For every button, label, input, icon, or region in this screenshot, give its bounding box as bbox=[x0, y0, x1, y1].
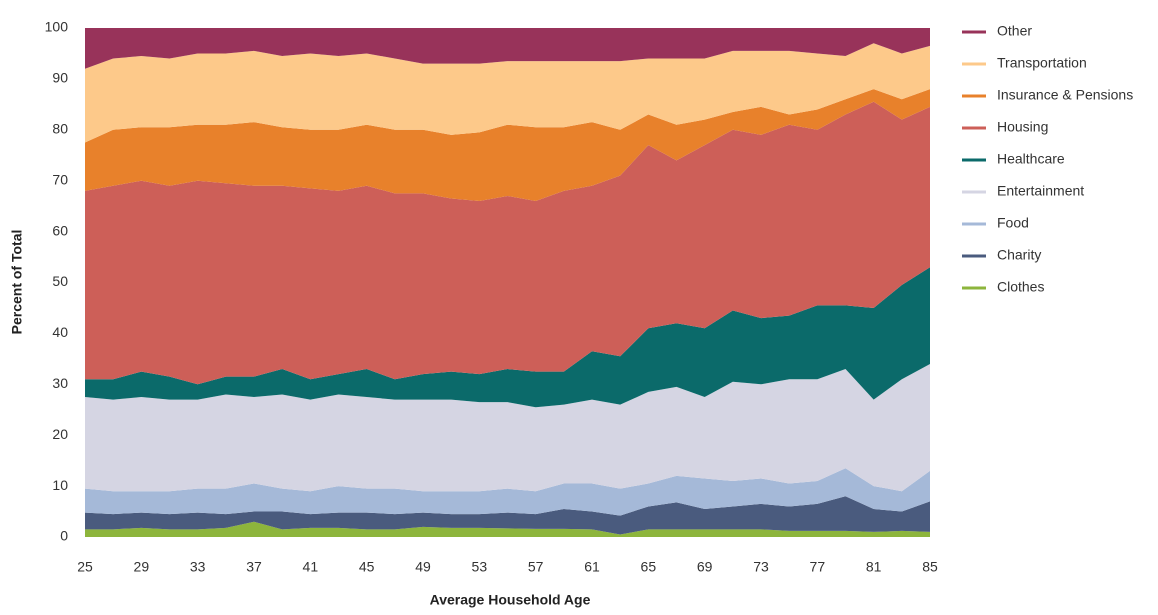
x-tick-label: 69 bbox=[697, 559, 713, 575]
y-tick-label: 80 bbox=[52, 121, 68, 137]
x-tick-label: 29 bbox=[134, 559, 150, 575]
x-tick-label: 65 bbox=[641, 559, 657, 575]
y-axis-title: Percent of Total bbox=[9, 230, 25, 335]
y-tick-label: 100 bbox=[45, 19, 69, 35]
legend-label: Food bbox=[997, 215, 1029, 231]
legend-label: Entertainment bbox=[997, 183, 1084, 199]
area bbox=[85, 28, 930, 69]
legend-label: Clothes bbox=[997, 279, 1044, 295]
x-tick-label: 37 bbox=[246, 559, 262, 575]
y-tick-label: 70 bbox=[52, 171, 68, 187]
y-tick-label: 50 bbox=[52, 273, 68, 289]
y-tick-label: 90 bbox=[52, 70, 68, 86]
area bbox=[85, 496, 930, 535]
y-tick-label: 40 bbox=[52, 324, 68, 340]
legend-label: Healthcare bbox=[997, 151, 1065, 167]
area bbox=[85, 521, 930, 537]
area bbox=[85, 267, 930, 408]
legend-label: Insurance & Pensions bbox=[997, 87, 1133, 103]
area bbox=[85, 468, 930, 516]
x-tick-label: 25 bbox=[77, 559, 93, 575]
legend-label: Charity bbox=[997, 247, 1041, 263]
x-tick-label: 41 bbox=[303, 559, 319, 575]
legend-label: Housing bbox=[997, 119, 1048, 135]
x-axis-title: Average Household Age bbox=[430, 592, 591, 608]
x-tick-label: 61 bbox=[584, 559, 600, 575]
y-tick-label: 0 bbox=[60, 528, 68, 544]
x-tick-label: 85 bbox=[922, 559, 938, 575]
x-tick-label: 53 bbox=[472, 559, 488, 575]
y-tick-label: 30 bbox=[52, 375, 68, 391]
y-tick-label: 20 bbox=[52, 426, 68, 442]
x-tick-label: 57 bbox=[528, 559, 544, 575]
legend-label: Transportation bbox=[997, 55, 1087, 71]
legend-label: Other bbox=[997, 23, 1032, 39]
area bbox=[85, 363, 930, 492]
x-tick-label: 77 bbox=[810, 559, 826, 575]
x-tick-label: 45 bbox=[359, 559, 375, 575]
y-tick-label: 10 bbox=[52, 477, 68, 493]
area bbox=[85, 89, 930, 202]
area bbox=[85, 43, 930, 143]
x-tick-label: 49 bbox=[415, 559, 431, 575]
x-tick-label: 73 bbox=[753, 559, 769, 575]
y-tick-label: 60 bbox=[52, 222, 68, 238]
area bbox=[85, 101, 930, 385]
x-tick-label: 33 bbox=[190, 559, 206, 575]
x-tick-label: 81 bbox=[866, 559, 882, 575]
